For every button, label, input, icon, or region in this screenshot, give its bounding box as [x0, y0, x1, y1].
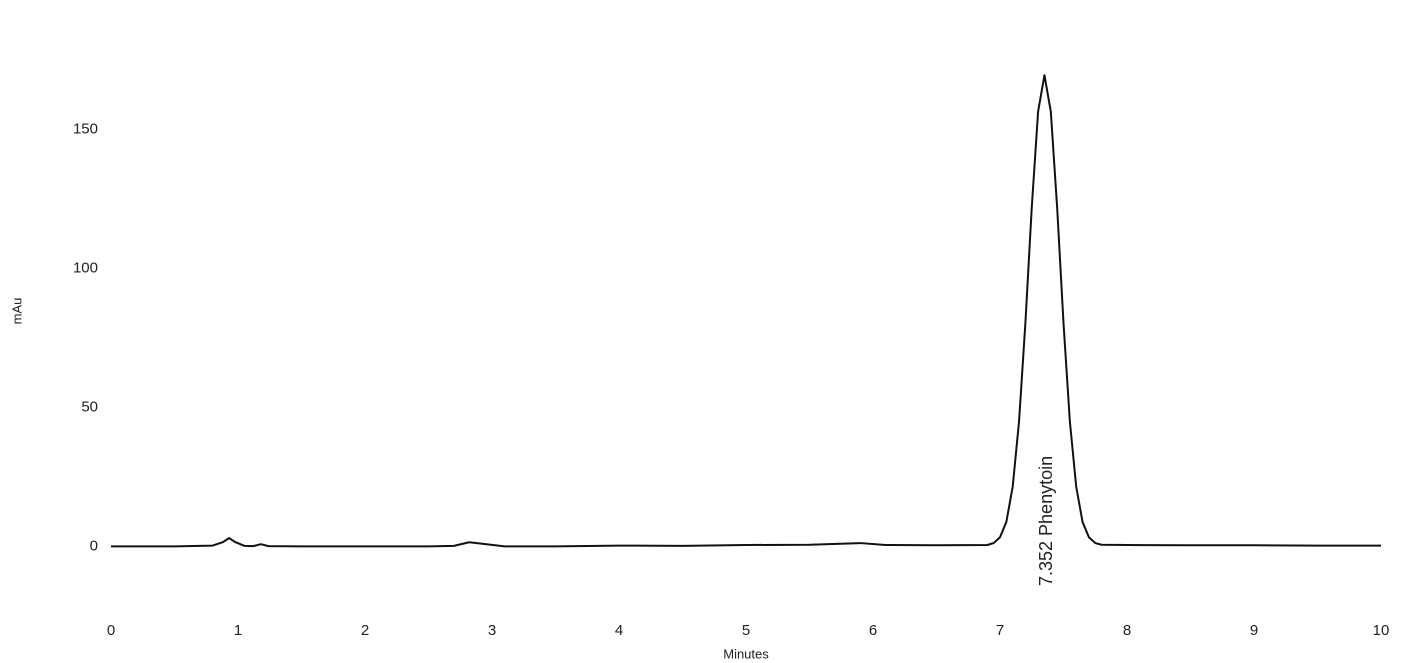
y-tick-label: 50	[81, 398, 98, 415]
x-tick-label: 3	[488, 622, 496, 639]
y-axis-label: mAu	[9, 298, 24, 325]
x-tick-label: 8	[1123, 622, 1131, 639]
x-tick-label: 7	[996, 622, 1004, 639]
x-axis-label: Minutes	[723, 646, 769, 661]
x-tick-label: 1	[234, 622, 242, 639]
peak-annotation: 7.352 Phenytoin	[1036, 456, 1056, 586]
x-tick-label: 10	[1373, 622, 1390, 639]
x-tick-label: 6	[869, 622, 877, 639]
y-tick-label: 150	[73, 120, 98, 137]
y-tick-label: 100	[73, 259, 98, 276]
y-tick-label: 0	[90, 537, 98, 554]
x-tick-label: 0	[107, 622, 115, 639]
x-tick-label: 5	[742, 622, 750, 639]
x-tick-label: 4	[615, 622, 623, 639]
x-tick-label: 2	[361, 622, 369, 639]
chromatogram-line	[111, 74, 1381, 548]
x-tick-label: 9	[1250, 622, 1258, 639]
